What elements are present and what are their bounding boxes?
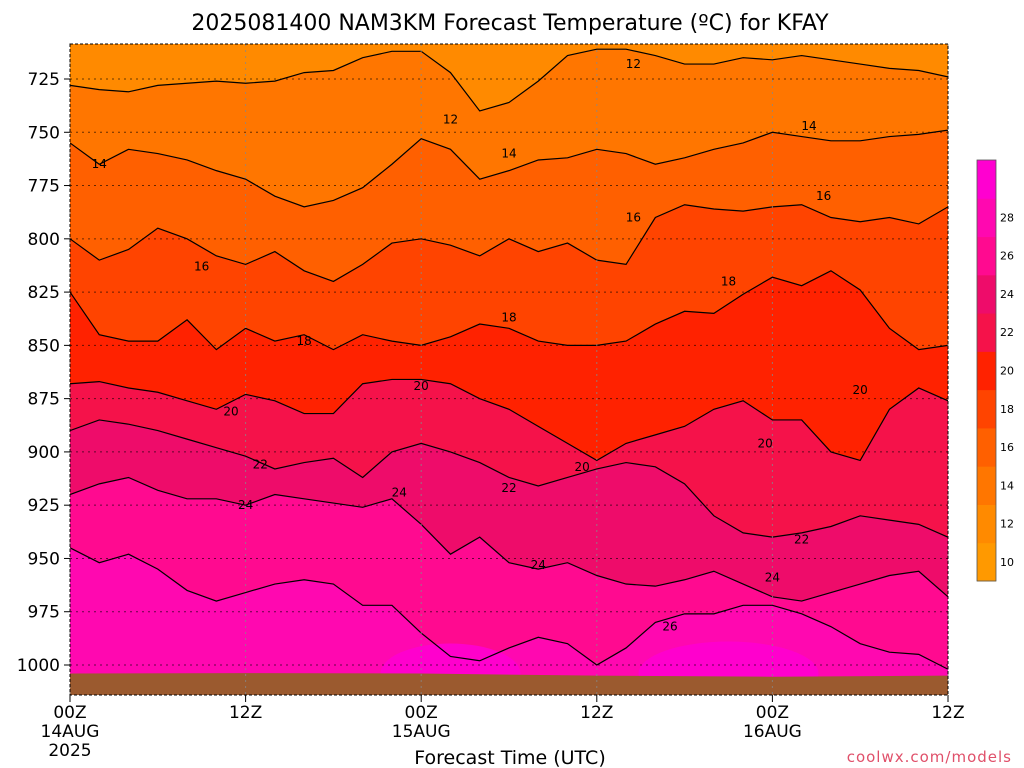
chart-title: 2025081400 NAM3KM Forecast Temperature (… [191,11,829,36]
x-tick-date: 16AUG [743,722,802,742]
warm-core-2 [638,641,819,695]
y-tick-label: 850 [28,336,60,356]
y-axis: 725 750 775 800 825 850 875 900 925 950 975 1000 [17,70,70,676]
plot-frame [69,43,949,696]
y-tick-label: 1000 [17,656,60,676]
contour-label: 14 [501,147,516,161]
contour-label: 20 [575,460,590,474]
contour-label: 22 [253,458,268,472]
colorbar-cell [977,313,996,352]
colorbar-label: 26 [1000,250,1014,263]
colorbar-label: 10 [1000,556,1014,569]
contour-label: 12 [443,112,458,126]
colorbar-label: 22 [1000,326,1014,339]
contour-label: 16 [816,189,831,203]
colorbar-cell [977,198,996,238]
isotherm-18 [70,270,948,351]
colorbar-label: 16 [1000,441,1014,454]
colorbar-label: 20 [1000,365,1014,378]
contour-label: 12 [626,57,641,71]
contour-label: 14 [801,119,816,133]
contour-label: 16 [626,211,641,225]
y-tick-label: 900 [28,443,60,463]
contour-label: 20 [853,383,868,397]
contour-labels: 12 12 14 14 14 16 16 16 18 18 18 20 20 20 20 20 22 22 22 24… [92,57,868,634]
contour-label: 18 [501,311,516,325]
colorbar: 10 12 14 16 18 20 22 24 26 28 [976,159,1014,582]
contour-label: 20 [757,436,772,450]
x-tick-year: 2025 [48,741,91,761]
contour-label: 18 [721,274,736,288]
y-tick-label: 750 [28,123,60,143]
contour-label: 20 [414,379,429,393]
y-tick-label: 875 [28,390,60,410]
contour-label: 26 [662,620,677,634]
colorbar-cell [977,160,996,199]
x-axis-label: Forecast Time (UTC) [414,747,605,768]
x-tick-label: 12Z [229,703,262,723]
x-tick-label: 00Z [53,703,86,723]
x-tick-label: 12Z [931,703,964,723]
isotherm-26 [70,547,948,670]
colorbar-label: 18 [1000,403,1014,416]
x-tick-label: 12Z [580,703,613,723]
contour-label: 24 [238,498,253,512]
credit-text: coolwx.com/models [847,748,1012,766]
colorbar-cell [977,236,996,276]
contour-label: 14 [92,157,107,171]
contour-label: 18 [296,334,311,348]
colorbar-cell [977,504,996,544]
x-tick-label: 00Z [405,703,438,723]
y-tick-label: 775 [28,177,60,197]
y-tick-label: 925 [28,496,60,516]
colorbar-label: 14 [1000,479,1014,492]
isotherm-22 [70,419,948,538]
colorbar-label: 28 [1000,211,1014,224]
y-tick-label: 975 [28,603,60,623]
isotherm-14 [70,129,948,208]
y-tick-label: 825 [28,283,60,303]
colorbar-cell [977,466,996,505]
colorbar-cell [977,542,996,582]
contour-label: 20 [223,404,238,418]
grid-lines [69,44,949,695]
colorbar-frame [976,159,997,582]
colorbar-cell [977,274,996,314]
contour-label: 24 [531,558,546,572]
x-tick-date: 14AUG [41,722,100,742]
isotherm-20 [70,378,948,462]
contour-label: 22 [501,481,516,495]
colorbar-cell [977,351,996,391]
y-tick-label: 725 [28,70,60,90]
contour-label: 16 [194,260,209,274]
isotherm-12 [70,48,948,112]
colorbar-label: 24 [1000,288,1014,301]
isotherm-24 [70,476,948,602]
contour-label: 24 [392,485,407,499]
colorbar-cell [977,427,996,467]
temperature-fill-layer [70,44,948,695]
colorbar-label: 12 [1000,518,1014,531]
contour-label: 24 [765,571,780,585]
contour-label: 22 [794,532,809,546]
y-tick-label: 800 [28,230,60,250]
isotherm-layer [70,48,948,670]
ground-surface [70,673,948,695]
y-tick-label: 950 [28,549,60,569]
colorbar-cell [977,389,996,429]
x-tick-date: 15AUG [392,722,451,742]
x-tick-label: 00Z [756,703,789,723]
